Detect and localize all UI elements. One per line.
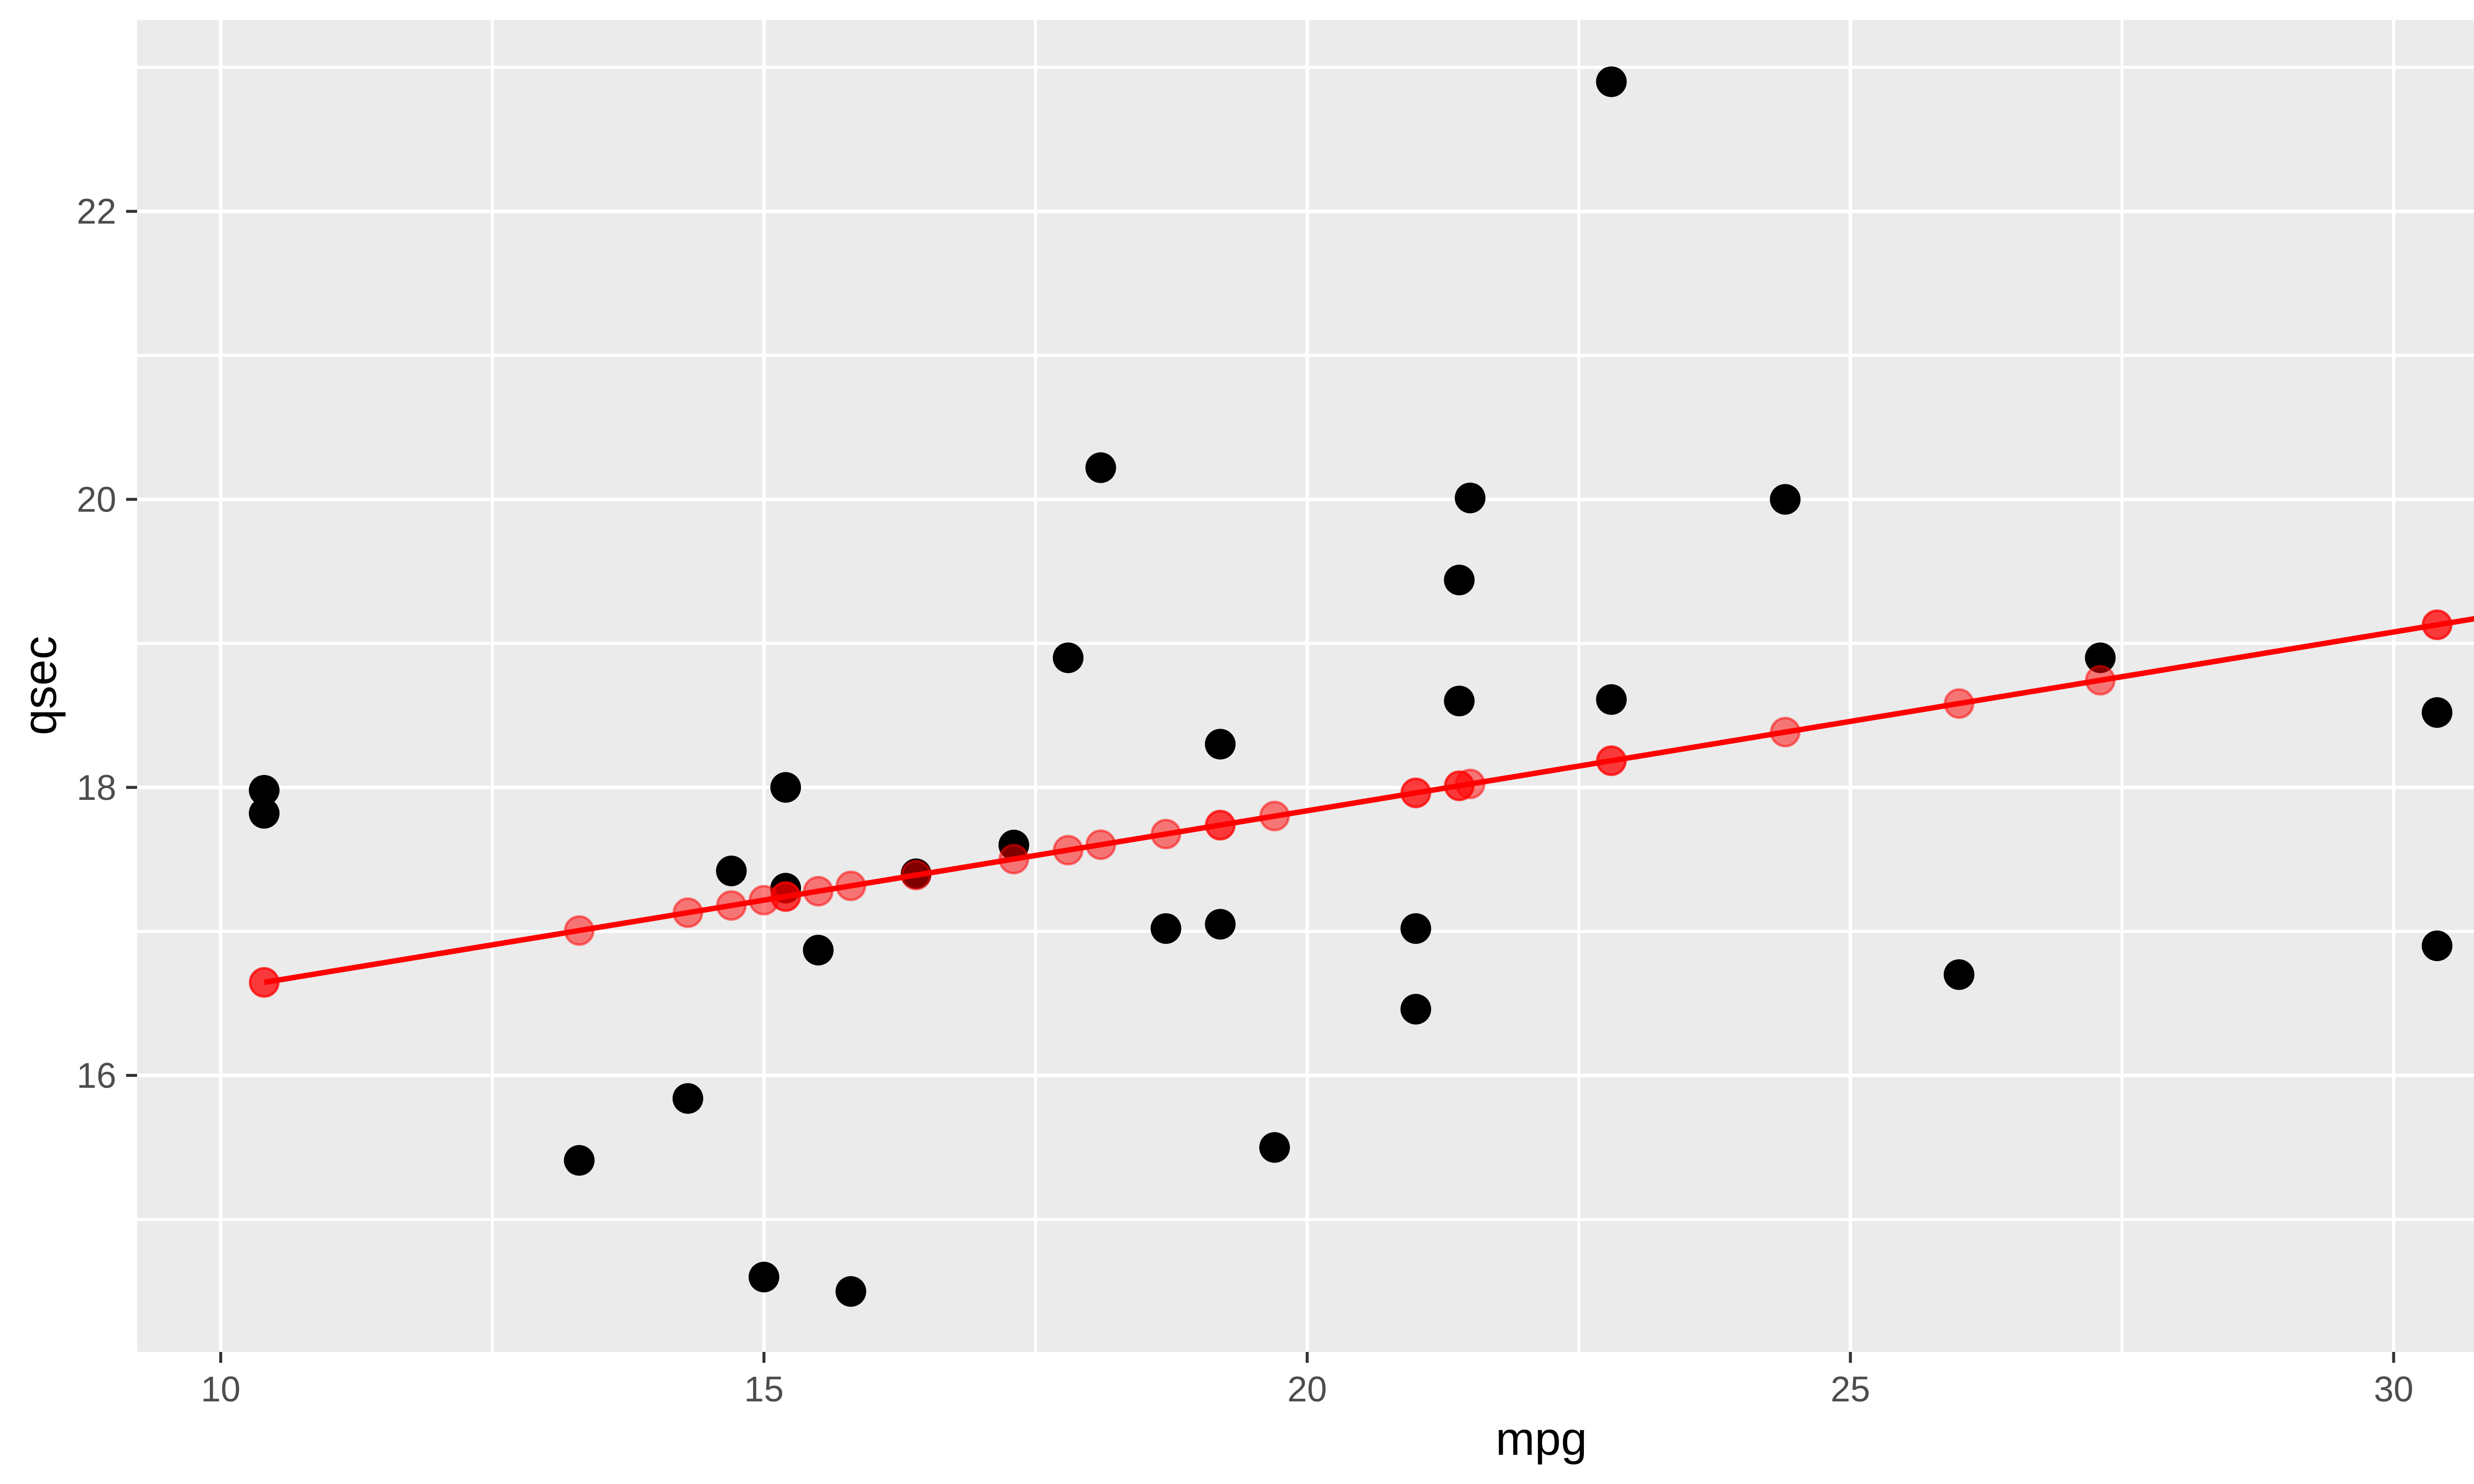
x-axis-title: mpg xyxy=(1495,1413,1587,1465)
observed-point xyxy=(716,855,747,886)
observed-point xyxy=(770,772,801,803)
x-tick-label: 20 xyxy=(1287,1370,1327,1409)
fitted-point xyxy=(248,967,280,998)
observed-point xyxy=(1085,452,1116,483)
observed-point xyxy=(1259,1132,1290,1163)
observed-point xyxy=(1150,913,1182,944)
observed-point xyxy=(1400,913,1431,944)
y-tick-label: 16 xyxy=(77,1056,116,1096)
fitted-point xyxy=(1259,800,1290,832)
observed-point xyxy=(564,1145,595,1176)
fitted-point xyxy=(1085,829,1116,860)
y-tick-label: 18 xyxy=(77,768,116,808)
fitted-point xyxy=(672,897,704,928)
fitted-point xyxy=(1150,819,1182,850)
fitted-point xyxy=(901,860,932,891)
y-tick-label: 20 xyxy=(77,480,116,519)
observed-point xyxy=(1455,482,1486,513)
fitted-point xyxy=(1400,777,1431,808)
observed-point xyxy=(803,934,834,966)
observed-point xyxy=(1205,729,1236,760)
observed-point xyxy=(672,1083,704,1114)
fitted-point xyxy=(748,884,779,916)
observed-point xyxy=(1205,909,1236,940)
fitted-point xyxy=(564,915,595,946)
observed-point xyxy=(835,1276,866,1307)
observed-point xyxy=(1444,564,1475,596)
x-tick-label: 25 xyxy=(1831,1370,1870,1409)
observed-point xyxy=(2422,930,2453,961)
x-tick-label: 15 xyxy=(744,1370,784,1409)
y-tick-label: 22 xyxy=(77,192,116,232)
observed-point xyxy=(1444,686,1475,717)
fitted-point xyxy=(1769,716,1801,747)
observed-point xyxy=(1596,684,1627,715)
fitted-point xyxy=(2422,609,2453,641)
fitted-point xyxy=(803,876,834,907)
observed-point xyxy=(748,1261,779,1293)
fitted-point xyxy=(1052,835,1084,866)
fitted-point xyxy=(1596,745,1627,776)
observed-point xyxy=(1944,959,1975,990)
observed-point xyxy=(2422,697,2453,728)
x-tick-label: 30 xyxy=(2374,1370,2414,1409)
fitted-point xyxy=(1944,688,1975,719)
fitted-point xyxy=(716,890,747,921)
observed-point xyxy=(1596,66,1627,97)
observed-point xyxy=(248,775,280,806)
y-axis-title: qsec xyxy=(14,636,66,736)
observed-point xyxy=(1769,484,1801,515)
observed-point xyxy=(1052,642,1084,673)
observed-point xyxy=(2085,642,2116,673)
x-tick-label: 10 xyxy=(201,1370,240,1409)
observed-point xyxy=(1400,994,1431,1025)
observed-point xyxy=(248,798,280,829)
fitted-point xyxy=(2085,665,2116,696)
fitted-point xyxy=(1444,770,1475,801)
fitted-point xyxy=(1205,810,1236,841)
fitted-point xyxy=(998,843,1029,875)
fitted-point xyxy=(835,870,866,901)
